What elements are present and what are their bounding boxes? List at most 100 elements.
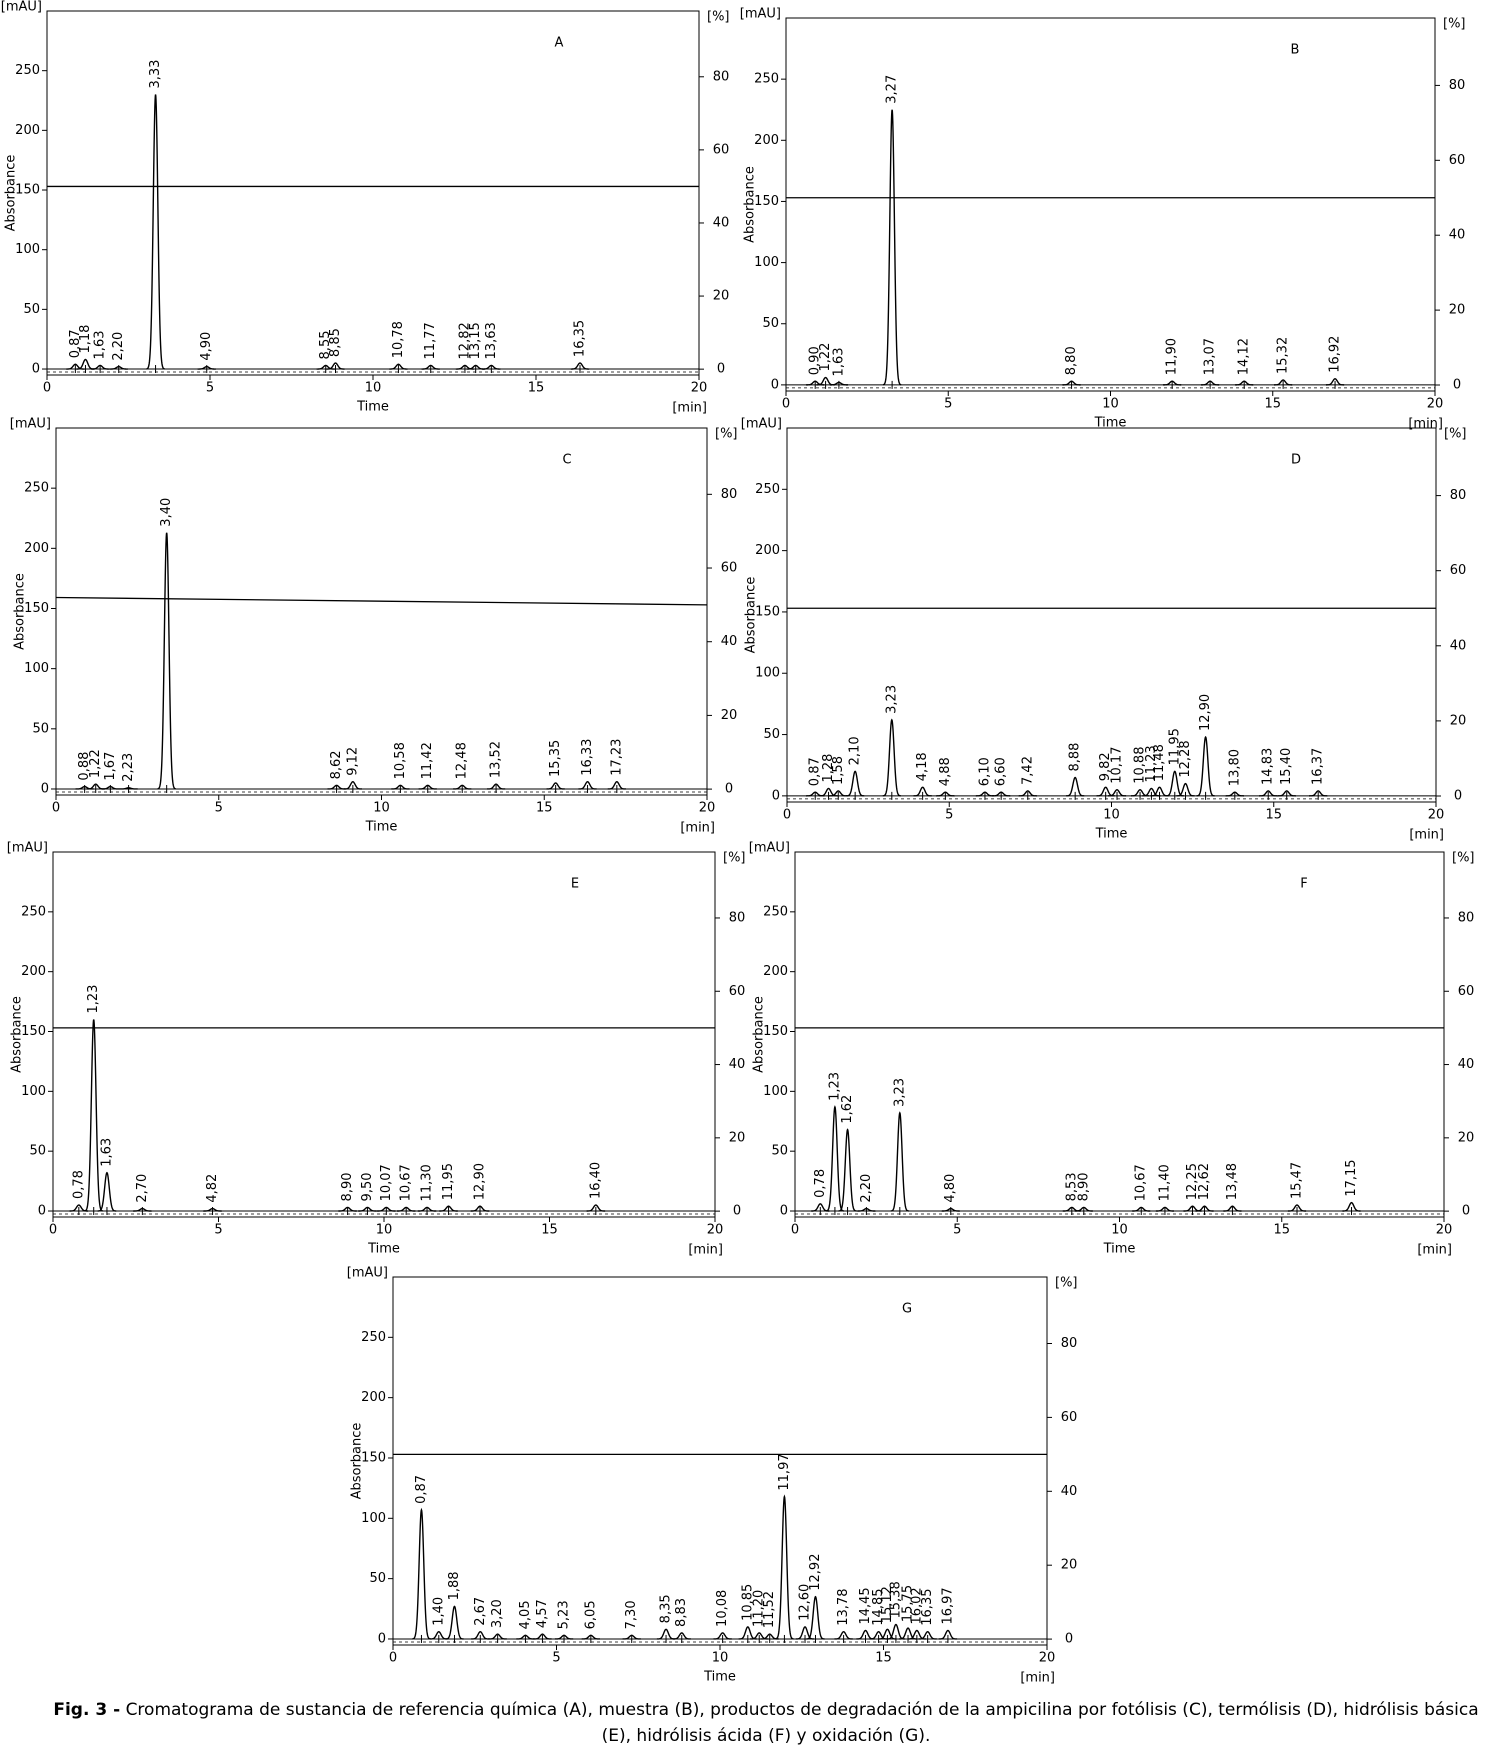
peak-label: 4,05 bbox=[518, 1600, 533, 1629]
peak-label: 4,18 bbox=[915, 752, 930, 781]
plot-frame bbox=[785, 17, 1436, 392]
peak bbox=[1018, 790, 1037, 797]
y2-unit: [%] bbox=[707, 10, 730, 25]
y-tick-label: 0 bbox=[32, 362, 40, 377]
peak-label: 3,23 bbox=[892, 1078, 907, 1107]
x-unit: [min] bbox=[1020, 1671, 1055, 1686]
peak-label: 15,12 bbox=[880, 1586, 895, 1623]
y2-tick-label: 40 bbox=[1449, 228, 1466, 243]
x-tick-label: 10 bbox=[1103, 808, 1120, 823]
x-tick-label: 0 bbox=[43, 381, 51, 396]
peak-label: 8,90 bbox=[1076, 1172, 1091, 1201]
y2-tick-label: 40 bbox=[713, 215, 730, 230]
y-tick-label: 150 bbox=[361, 1450, 386, 1465]
x-tick-label: 10 bbox=[1111, 1223, 1128, 1238]
x-tick-label: 10 bbox=[373, 801, 390, 816]
y-tick-label: 200 bbox=[361, 1390, 386, 1405]
x-tick-label: 15 bbox=[875, 1651, 892, 1666]
peak-label: 16,97 bbox=[940, 1587, 955, 1624]
peak-label: 11,90 bbox=[1165, 338, 1180, 375]
y-unit: [mAU] bbox=[749, 841, 790, 856]
peak-label: 16,35 bbox=[920, 1589, 935, 1626]
peak bbox=[533, 1633, 552, 1640]
peak-label: 14,45 bbox=[858, 1587, 873, 1624]
x-tick-label: 5 bbox=[953, 1223, 961, 1238]
y-tick-label: 100 bbox=[754, 255, 779, 270]
peak bbox=[846, 770, 865, 797]
peak-label: 1,23 bbox=[827, 1072, 842, 1101]
peak-label: 14,85 bbox=[871, 1589, 886, 1626]
peak-label: 2,23 bbox=[121, 753, 136, 782]
peak-label: 11,20 bbox=[752, 1590, 767, 1627]
y2-unit: [%] bbox=[1443, 17, 1466, 32]
peak-label: 15,75 bbox=[901, 1585, 916, 1622]
y2-unit: [%] bbox=[1444, 427, 1467, 442]
peak bbox=[343, 781, 362, 790]
peak-label: 1,88 bbox=[447, 1571, 462, 1600]
peak-label: 4,88 bbox=[938, 757, 953, 786]
y2-tick-label: 0 bbox=[1453, 378, 1461, 393]
y-tick-label: 50 bbox=[771, 1144, 788, 1159]
peak-label: 13,48 bbox=[1225, 1163, 1240, 1200]
y2-tick-label: 0 bbox=[717, 362, 725, 377]
peak bbox=[488, 1633, 507, 1640]
peak-label: 16,92 bbox=[1328, 336, 1343, 373]
y-tick-label: 150 bbox=[24, 601, 49, 616]
y2-tick-label: 0 bbox=[725, 782, 733, 797]
x-tick-label: 0 bbox=[783, 808, 791, 823]
x-axis-label: Time bbox=[365, 820, 398, 835]
peak bbox=[1309, 790, 1328, 797]
peak bbox=[825, 1105, 845, 1212]
y-tick-label: 0 bbox=[772, 788, 780, 803]
peak-label: 2,20 bbox=[859, 1174, 874, 1203]
y2-tick-label: 80 bbox=[729, 910, 746, 925]
peak bbox=[1274, 379, 1293, 386]
peak bbox=[412, 1507, 431, 1640]
peak bbox=[470, 1205, 490, 1212]
peak-label: 16,40 bbox=[588, 1162, 603, 1199]
peak-label: 15,38 bbox=[888, 1581, 903, 1618]
y-tick-label: 250 bbox=[24, 481, 49, 496]
x-tick-label: 20 bbox=[699, 801, 716, 816]
y-tick-label: 100 bbox=[361, 1511, 386, 1526]
peak bbox=[1196, 735, 1215, 797]
peak-label: 16,33 bbox=[580, 739, 595, 776]
peak-label: 3,23 bbox=[884, 685, 899, 714]
x-tick-label: 20 bbox=[707, 1223, 724, 1238]
y-tick-label: 50 bbox=[32, 721, 49, 736]
peak-label: 10,08 bbox=[715, 1590, 730, 1627]
peak-label: 4,80 bbox=[943, 1174, 958, 1203]
peak bbox=[586, 1204, 606, 1212]
y-tick-label: 250 bbox=[21, 904, 46, 919]
peak-label: 14,12 bbox=[1237, 338, 1252, 375]
peak-label: 4,57 bbox=[535, 1599, 550, 1628]
y-tick-label: 0 bbox=[771, 377, 779, 392]
y2-tick-label: 20 bbox=[1458, 1130, 1475, 1145]
y2-unit: [%] bbox=[1055, 1276, 1078, 1291]
peak-label: 10,85 bbox=[740, 1584, 755, 1621]
peak-label: 2,10 bbox=[848, 736, 863, 765]
y-unit: [mAU] bbox=[347, 1266, 388, 1281]
peak-label: 17,15 bbox=[1344, 1159, 1359, 1196]
peak bbox=[834, 1631, 853, 1640]
y2-unit: [%] bbox=[723, 851, 746, 866]
peak-label: 11,52 bbox=[762, 1591, 777, 1628]
peak bbox=[882, 109, 902, 386]
y-axis-label: Absorbance bbox=[10, 996, 25, 1073]
y-unit: [mAU] bbox=[10, 417, 51, 432]
y2-tick-label: 20 bbox=[1449, 303, 1466, 318]
peak-label: 2,70 bbox=[135, 1174, 150, 1203]
y2-tick-label: 60 bbox=[1458, 984, 1475, 999]
peak bbox=[326, 362, 345, 370]
peak bbox=[66, 363, 85, 370]
x-tick-label: 0 bbox=[52, 801, 60, 816]
y-tick-label: 200 bbox=[763, 964, 788, 979]
peak bbox=[157, 532, 176, 790]
x-axis-label: Time bbox=[703, 1670, 736, 1685]
x-tick-label: 15 bbox=[1265, 808, 1282, 823]
y-tick-label: 200 bbox=[754, 133, 779, 148]
x-tick-label: 15 bbox=[536, 801, 553, 816]
peak bbox=[672, 1632, 691, 1640]
peak-label: 10,07 bbox=[379, 1164, 394, 1201]
peak-label: 0,87 bbox=[414, 1475, 429, 1504]
